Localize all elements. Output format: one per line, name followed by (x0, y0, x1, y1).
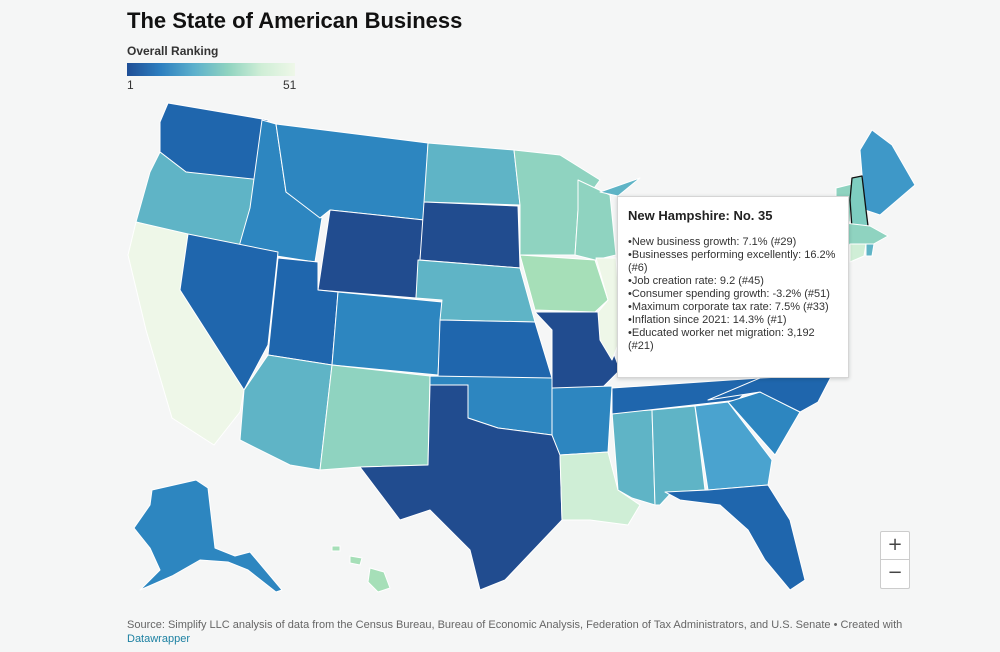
state-louisiana[interactable] (559, 451, 641, 526)
state-florida[interactable] (664, 484, 806, 591)
state-wisconsin[interactable] (574, 179, 617, 261)
state-colorado[interactable] (331, 291, 443, 376)
state-michigan-upper[interactable] (599, 177, 641, 197)
legend-title: Overall Ranking (127, 44, 219, 58)
tooltip-line: •Businesses performing excellently: 16.2… (628, 249, 836, 274)
state-arkansas[interactable] (551, 385, 613, 456)
state-texas[interactable] (359, 384, 563, 591)
state-south-dakota[interactable] (419, 201, 521, 269)
state-tooltip: New Hampshire: No. 35 •New business grow… (617, 196, 849, 378)
tooltip-title: New Hampshire: No. 35 (628, 208, 773, 223)
state-hawaii-oahu[interactable] (331, 545, 341, 552)
tooltip-line: •New business growth: 7.1% (#29) (628, 236, 797, 248)
state-connecticut[interactable] (849, 243, 867, 263)
source-note: Source: Simplify LLC analysis of data fr… (127, 618, 927, 646)
state-hawaii-maui[interactable] (349, 555, 363, 566)
state-hawaii[interactable] (367, 567, 391, 593)
state-north-carolina[interactable] (707, 374, 833, 413)
state-alaska[interactable] (133, 479, 283, 593)
state-rhode-island[interactable] (865, 243, 875, 257)
source-text: Source: Simplify LLC analysis of data fr… (127, 619, 903, 631)
state-georgia[interactable] (694, 401, 773, 491)
state-new-mexico[interactable] (319, 364, 431, 471)
tooltip-line: •Job creation rate: 9.2 (#45) (628, 275, 764, 287)
legend-color-bar (127, 63, 295, 76)
zoom-out-button[interactable]: − (880, 560, 910, 589)
page-title: The State of American Business (127, 8, 463, 33)
state-mississippi[interactable] (611, 409, 656, 506)
tooltip-line: •Consumer spending growth: -3.2% (#51) (628, 288, 830, 300)
zoom-in-button[interactable]: + (880, 531, 910, 560)
state-north-dakota[interactable] (423, 142, 521, 206)
datawrapper-link[interactable]: Datawrapper (127, 633, 190, 645)
state-iowa[interactable] (519, 254, 609, 313)
legend-max-label: 51 (283, 78, 297, 92)
tooltip-line: •Inflation since 2021: 14.3% (#1) (628, 314, 787, 326)
state-maine[interactable] (859, 129, 916, 216)
tooltip-line: •Maximum corporate tax rate: 7.5% (#33) (628, 301, 829, 313)
state-wyoming[interactable] (317, 209, 425, 299)
tooltip-line: •Educated worker net migration: 3,192 (#… (628, 327, 815, 352)
legend-min-label: 1 (127, 78, 134, 92)
state-kansas[interactable] (437, 319, 553, 379)
state-nevada[interactable] (179, 233, 279, 391)
